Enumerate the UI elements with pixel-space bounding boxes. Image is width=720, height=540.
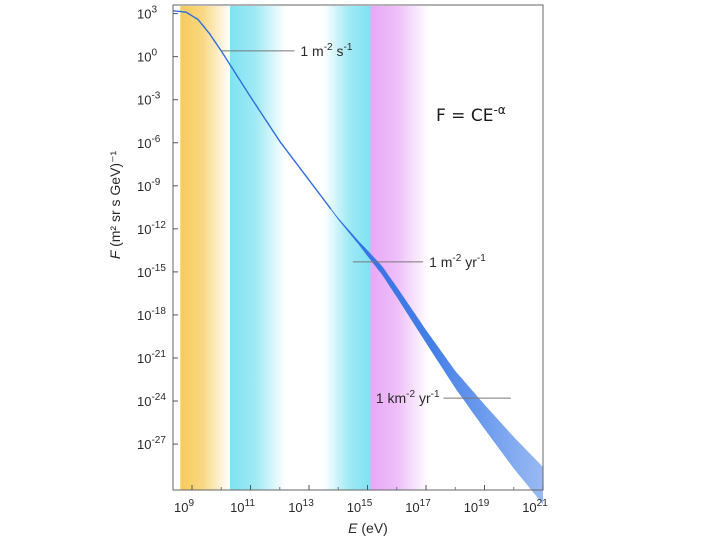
x-tick-label: 1013 (288, 498, 314, 515)
x-axis-title: E (eV) (348, 520, 388, 536)
axis-titles: E (eV) F (m² sr s GeV)⁻¹ (107, 151, 388, 536)
plot-frame (172, 4, 544, 491)
y-tick-label: 10-9 (137, 177, 161, 194)
annotation-1m2yr-label: 1 m-2 yr-1 (429, 253, 486, 270)
y-tick-label: 10-21 (137, 349, 166, 366)
flux-line (172, 10, 332, 210)
y-tick-label: 10-15 (137, 263, 166, 280)
annotation-1m2s: 1 m-2 s-1 (221, 42, 353, 59)
y-axis-ticks: 103 100 10-3 10-6 10-9 10-12 10-15 10-18 10-21 10… (137, 5, 178, 452)
y-tick-label: 10-3 (137, 91, 161, 108)
violet-band (370, 6, 429, 490)
y-tick-label: 103 (137, 5, 157, 22)
x-axis-ticks: 109 1011 1013 1015 1017 1019 1021 (174, 485, 548, 515)
flux-band (323, 199, 543, 505)
x-tick-label: 1021 (522, 498, 548, 515)
yellow-band (180, 6, 231, 490)
y-tick-label: 10-27 (137, 435, 166, 452)
annotation-1km2yr: 1 km-2 yr-1 (376, 389, 511, 406)
y-tick-label: 10-24 (137, 392, 166, 409)
annotations: 1 m-2 s-1 1 m-2 yr-1 1 km-2 yr-1 (221, 42, 511, 406)
x-tick-label: 1017 (405, 498, 431, 515)
cyan-band (230, 6, 286, 490)
x-tick-label: 1019 (464, 498, 490, 515)
x-tick-label: 1015 (347, 498, 373, 515)
x-tick-label: 1011 (230, 498, 255, 515)
flux-series (172, 10, 543, 505)
annotation-1km2yr-label: 1 km-2 yr-1 (376, 389, 440, 406)
y-tick-label: 10-12 (137, 220, 166, 237)
formula-text: F = CE-α (436, 103, 506, 126)
y-tick-label: 100 (137, 48, 157, 65)
formula: F = CE-α (436, 103, 506, 126)
y-tick-label: 10-18 (137, 306, 166, 323)
y-axis-title: F (m² sr s GeV)⁻¹ (107, 151, 123, 260)
annotation-1m2s-label: 1 m-2 s-1 (300, 42, 352, 59)
shaded-bands (180, 6, 429, 490)
x-tick-label: 109 (174, 498, 194, 515)
y-tick-label: 10-6 (137, 134, 161, 151)
annotation-1m2yr: 1 m-2 yr-1 (352, 253, 486, 270)
